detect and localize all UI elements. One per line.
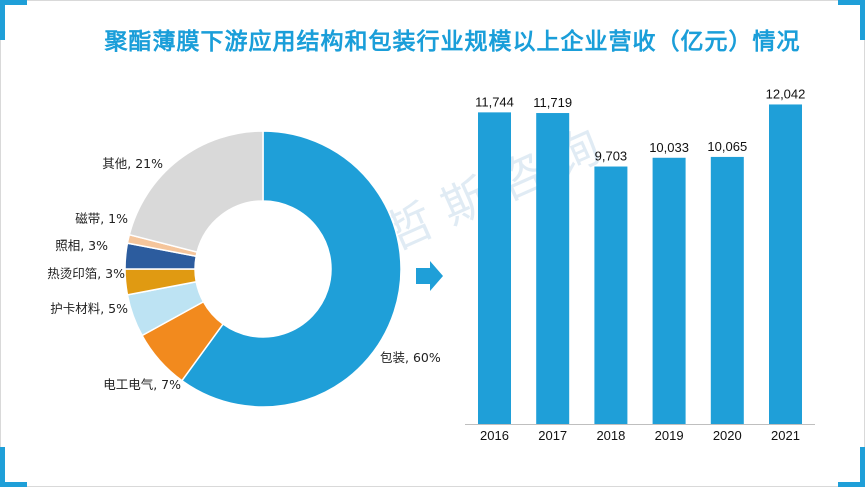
bar-value-label-2017: 11,719 [533,95,572,110]
slice-packaging [180,130,402,408]
label-hot-stamping-foil: 热烫印箔, 3% [47,266,125,281]
bar-value-label-2016: 11,744 [475,94,514,109]
bar-value-label-2021: 12,042 [766,86,806,101]
right-arrow-icon [416,261,443,291]
x-tick-label-2019: 2019 [655,428,684,443]
page-title: 聚酯薄膜下游应用结构和包装行业规模以上企业营收（亿元）情况 [104,29,801,55]
bar-2021 [769,104,802,424]
x-tick-label-2020: 2020 [713,428,742,443]
corner-accent-top-right-v [860,0,865,40]
bar-value-label-2020: 10,065 [707,139,747,154]
x-tick-label-2017: 2017 [538,428,567,443]
bar-2016 [478,112,511,425]
label-other: 其他, 21% [102,156,163,171]
x-tick-label-2018: 2018 [596,428,625,443]
bar-2020 [710,156,744,424]
label-magnetic-tape: 磁带, 1% [75,211,128,226]
label-card-material: 护卡材料, 5% [50,301,128,316]
corner-accent-top-left-v [0,0,5,40]
slice-other [128,130,264,254]
label-packaging: 包装, 60% [380,350,441,365]
x-tick-label-2021: 2021 [771,428,800,443]
bar-2019 [652,157,686,424]
corner-accent-bottom-left-h [0,482,27,487]
x-tick-label-2016: 2016 [480,428,509,443]
bar-value-label-2018: 9,703 [595,149,628,164]
corner-accent-bottom-right-v [860,447,865,487]
donut-chart: 包装, 60% 电工电气, 7% 护卡材料, 5% 热烫印箔, 3% 照相, 3% 磁带,… [47,130,441,408]
bar-2017 [536,113,570,425]
corner-accent-top-left-h [0,0,27,5]
bar-chart: 11,744 2016 11,719 2017 9,703 2018 10,033 2019 1… [465,86,815,443]
bar-value-label-2019: 10,033 [649,140,689,155]
corner-accent-bottom-right-h [838,482,865,487]
corner-accent-top-right-h [838,0,865,5]
label-photography: 照相, 3% [55,238,108,253]
label-electrical: 电工电气, 7% [103,377,181,392]
bar-2018 [594,166,628,425]
corner-accent-bottom-left-v [0,447,5,487]
